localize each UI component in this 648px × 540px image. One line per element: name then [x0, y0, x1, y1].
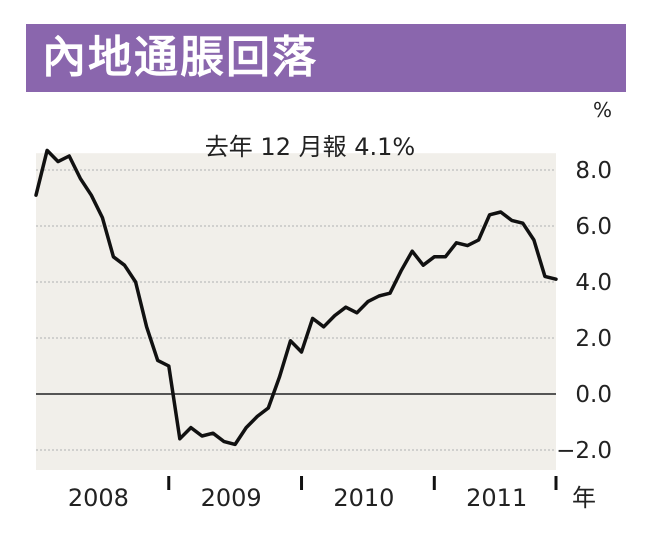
- y-unit-label: %: [593, 98, 612, 122]
- plot-background: [36, 153, 556, 470]
- x-unit-label: 年: [572, 484, 596, 512]
- y-tick-label: −2.0: [556, 438, 612, 464]
- title-bar: 內地通脹回落: [26, 24, 626, 92]
- y-tick-label: 4.0: [575, 270, 612, 296]
- x-tick-label: 2008: [68, 484, 129, 512]
- annotation-label: 去年 12 月報 4.1%: [205, 133, 415, 161]
- series-line: [34, 148, 558, 447]
- y-tick-label: 8.0: [575, 158, 612, 184]
- y-tick-label: 0.0: [575, 382, 612, 408]
- x-tick-label: 2010: [333, 484, 394, 512]
- y-tick-label: 6.0: [575, 214, 612, 240]
- y-tick-label: 2.0: [575, 326, 612, 352]
- chart-title: 內地通脹回落: [42, 32, 318, 83]
- x-tick-label: 2011: [466, 484, 527, 512]
- x-tick-label: 2009: [201, 484, 262, 512]
